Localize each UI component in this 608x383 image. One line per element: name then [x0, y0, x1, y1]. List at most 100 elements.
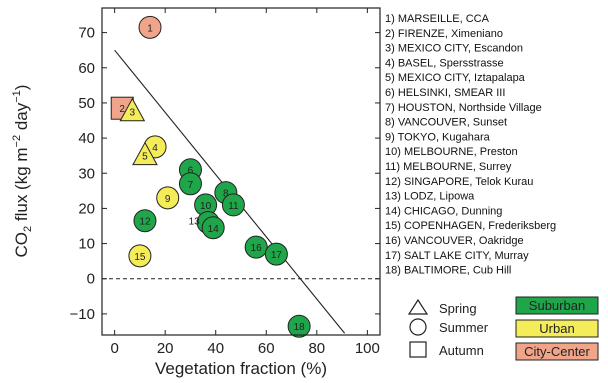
- data-point-14: 14: [201, 216, 225, 240]
- site-list-item: 4) BASEL, Spersstrasse: [385, 57, 504, 69]
- x-tick-label: 80: [308, 340, 325, 357]
- y-label-close: ): [12, 85, 31, 91]
- x-tick-label: 0: [110, 340, 118, 357]
- point-label: 18: [294, 322, 306, 333]
- season-legend: Spring Summer Autumn: [407, 298, 489, 358]
- y-axis-label: CO2 flux (kg m−2 day−1): [11, 85, 34, 258]
- site-list-item: 16) VANCOUVER, Oakridge: [385, 235, 524, 247]
- city-center-swatch: [515, 342, 599, 361]
- point-label: 13: [189, 216, 201, 227]
- point-label: 14: [208, 224, 220, 235]
- point-label: 8: [223, 189, 229, 200]
- y-label-flux: flux (kg m: [12, 147, 31, 225]
- point-marker-circle: [201, 216, 225, 240]
- y-tick-label: 70: [78, 25, 95, 42]
- x-tick-label: 100: [355, 340, 380, 357]
- point-label: 5: [142, 152, 148, 163]
- urban-legend-label: Urban: [539, 321, 574, 336]
- spring-legend-label: Spring: [439, 301, 477, 316]
- point-marker-circle: [156, 186, 180, 210]
- y-label-exp1: −2: [11, 135, 23, 148]
- urban-swatch: [515, 319, 599, 338]
- site-list-item: 7) HOUSTON, Northside Village: [385, 102, 542, 114]
- point-marker-triangle: [119, 97, 146, 122]
- site-list-item: 18) BALTIMORE, Cub Hill: [385, 265, 511, 277]
- autumn-legend-square: [409, 341, 427, 358]
- site-list-item: 1) MARSEILLE, CCA: [385, 13, 490, 25]
- point-label: 4: [152, 143, 158, 154]
- y-tick-label: 20: [78, 200, 95, 217]
- y-tick-label: −10: [70, 306, 95, 323]
- data-point-17: 17: [264, 242, 288, 266]
- point-label: 1: [147, 23, 153, 34]
- autumn-legend-label: Autumn: [439, 343, 484, 358]
- data-point-15: 15: [128, 244, 152, 268]
- y-tick-label: 50: [78, 95, 95, 112]
- point-label: 17: [271, 250, 283, 261]
- y-label-day: day: [12, 102, 31, 135]
- suburban-legend-label: Suburban: [529, 298, 585, 313]
- point-label: 6: [188, 166, 194, 177]
- site-list-item: 8) VANCOUVER, Sunset: [385, 117, 507, 129]
- site-list-item: 14) CHICAGO, Dunning: [385, 205, 502, 217]
- type-legend: Suburban Urban City-Center: [515, 296, 599, 361]
- y-tick-label: 0: [87, 271, 95, 288]
- site-list-item: 9) TOKYO, Kugahara: [385, 131, 491, 143]
- x-tick-label: 60: [258, 340, 275, 357]
- site-list-item: 3) MEXICO CITY, Escandon: [385, 43, 523, 55]
- y-tick-label: 40: [78, 130, 95, 147]
- site-list-item: 2) FIRENZE, Ximeniano: [385, 28, 503, 40]
- data-point-7: 7: [178, 172, 202, 196]
- data-point-9: 9: [156, 186, 180, 210]
- data-point-3: 3: [119, 97, 146, 122]
- y-axis-ticks: 70 60 50 40 30 20 10 0 −10: [70, 25, 380, 323]
- suburban-swatch: [515, 296, 599, 315]
- data-point-11: 11: [221, 193, 245, 217]
- point-marker-circle: [133, 209, 157, 233]
- reference-lines: [102, 49, 380, 334]
- data-point-16: 16: [244, 235, 268, 259]
- site-list-item: 11) MELBOURNE, Surrey: [385, 161, 512, 173]
- summer-legend-circle: [409, 318, 427, 336]
- point-label: 16: [251, 243, 263, 254]
- site-list-item: 12) SINGAPORE, Telok Kurau: [385, 176, 533, 188]
- y-label-exp2: −1: [11, 90, 23, 103]
- spring-legend-triangle: [407, 298, 429, 315]
- x-tick-label: 20: [157, 340, 174, 357]
- point-label: 15: [134, 252, 146, 263]
- point-marker-circle: [287, 314, 311, 338]
- site-list-item: 13) LODZ, Lipowa: [385, 191, 475, 203]
- site-list-item: 5) MEXICO CITY, Iztapalapa: [385, 72, 526, 84]
- point-marker-circle: [128, 244, 152, 268]
- x-axis-label: Vegetation fraction (%): [155, 359, 327, 378]
- x-axis-ticks: 0 20 40 60 80 100: [110, 8, 380, 357]
- y-label-co: CO: [12, 232, 31, 258]
- plot-frame: [101, 7, 381, 336]
- y-tick-label: 30: [78, 165, 95, 182]
- point-label: 12: [139, 217, 151, 228]
- site-list: 1) MARSEILLE, CCA 2) FIRENZE, Ximeniano 3)…: [385, 13, 556, 277]
- point-marker-triangle: [132, 141, 158, 166]
- point-label: 2: [119, 104, 125, 115]
- point-label: 11: [228, 201, 239, 212]
- point-label: 10: [200, 201, 212, 212]
- data-point-5: 5: [132, 141, 158, 166]
- city-center-legend-label: City-Center: [524, 344, 590, 359]
- site-list-item: 6) HELSINKI, SMEAR III: [385, 87, 505, 99]
- point-marker-circle: [244, 235, 268, 259]
- point-marker-circle: [138, 15, 162, 39]
- data-point-18: 18: [287, 314, 311, 338]
- point-marker-circle: [221, 193, 245, 217]
- y-tick-label: 60: [78, 60, 95, 77]
- y-label-subscript: 2: [22, 226, 34, 232]
- point-label: 3: [130, 108, 136, 119]
- point-marker-circle: [178, 172, 202, 196]
- site-list-item: 17) SALT LAKE CITY, Murray: [385, 250, 529, 262]
- site-list-item: 15) COPENHAGEN, Frederiksberg: [385, 220, 556, 232]
- summer-legend-label: Summer: [439, 320, 489, 335]
- y-tick-label: 10: [78, 236, 95, 253]
- site-list-item: 10) MELBOURNE, Preston: [385, 146, 518, 158]
- data-point-1: 1: [138, 15, 162, 39]
